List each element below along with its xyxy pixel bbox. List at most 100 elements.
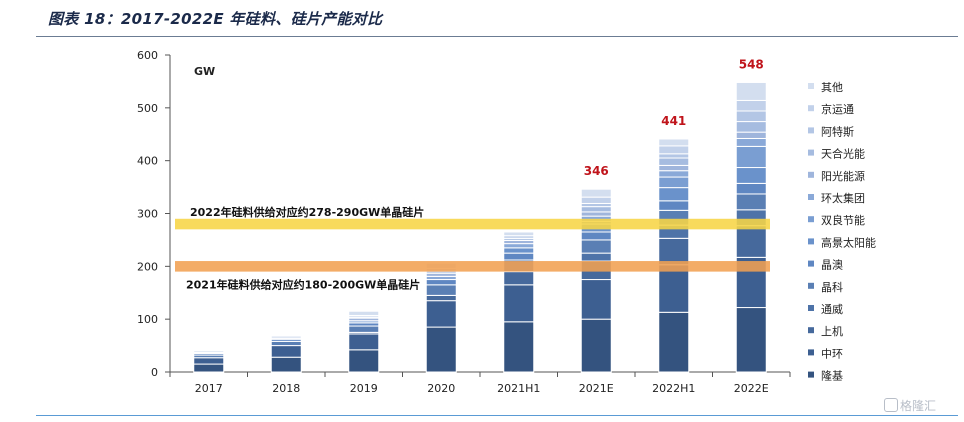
- legend-swatch: [808, 371, 814, 378]
- chart-labels: 346 441 548: [584, 57, 764, 178]
- watermark-text: 格隆汇: [900, 399, 937, 413]
- bar-segment: [735, 81, 767, 101]
- reference-band-label: 2021年硅料供给对应约180-200GW单晶硅片: [186, 278, 420, 292]
- bar-segment: [193, 357, 225, 365]
- watermark-logo-icon: [884, 398, 898, 412]
- x-tick-label: 2017: [195, 382, 223, 395]
- x-tick-label: 2022E: [734, 382, 769, 395]
- bar-segment: [348, 310, 380, 316]
- bar-segment: [580, 239, 612, 254]
- bar-segment: [503, 247, 535, 254]
- legend-label: 隆基: [821, 369, 843, 383]
- bar-segment: [735, 121, 767, 133]
- bar-segment: [270, 335, 302, 339]
- bar-segment: [503, 231, 535, 237]
- bar-segment: [658, 311, 690, 373]
- bar-segment: [348, 333, 380, 351]
- legend-swatch: [808, 282, 814, 289]
- legend-label: 双良节能: [821, 213, 865, 227]
- legend-swatch: [808, 171, 814, 178]
- bar-segment: [580, 206, 612, 213]
- legend-swatch: [808, 216, 814, 223]
- bar-segment: [735, 167, 767, 184]
- bar-segment: [580, 196, 612, 204]
- legend-label: 上机: [821, 324, 843, 338]
- figure-header: 图表 18：2017-2022E 年硅料、硅片产能对比: [36, 6, 958, 38]
- bar-segment: [658, 170, 690, 178]
- x-tick-label: 2019: [350, 382, 378, 395]
- bar-segment: [735, 99, 767, 112]
- reference-band: [175, 218, 770, 230]
- legend-label: 天合光能: [821, 147, 865, 161]
- unit-label: GW: [194, 65, 215, 78]
- bar-segment: [503, 271, 535, 286]
- legend-label: 通威: [821, 303, 843, 316]
- bar-segment: [658, 164, 690, 172]
- reference-band: [175, 261, 770, 272]
- x-tick-label: 2020: [427, 382, 455, 395]
- bar-segment: [658, 138, 690, 147]
- y-tick-label: 500: [137, 102, 158, 115]
- bar-segment: [193, 363, 225, 373]
- y-tick-label: 400: [137, 155, 158, 168]
- bar-segment: [735, 193, 767, 211]
- bar-segment: [425, 284, 457, 296]
- bar-segment: [735, 131, 767, 139]
- bar-segment: [580, 188, 612, 198]
- bar-segment: [580, 211, 612, 217]
- bar-segment: [658, 145, 690, 155]
- watermark: 格隆汇: [884, 397, 936, 414]
- bar-segment: [658, 153, 690, 159]
- bar-segment: [348, 349, 380, 373]
- x-tick-label: 2022H1: [652, 382, 695, 395]
- x-tick-label: 2021H1: [497, 382, 540, 395]
- y-tick-label: 0: [151, 366, 158, 379]
- bar-segment: [503, 321, 535, 373]
- total-data-label: 346: [584, 164, 609, 178]
- legend-swatch: [808, 238, 814, 245]
- figure-title: 图表 18：2017-2022E 年硅料、硅片产能对比: [48, 10, 383, 28]
- bar-segment: [658, 176, 690, 189]
- bar-segment: [735, 307, 767, 373]
- bar-segment: [193, 350, 225, 353]
- legend-label: 中环: [821, 347, 843, 360]
- bar-segment: [348, 325, 380, 333]
- legend-label: 晶澳: [821, 259, 843, 272]
- bar-segment: [658, 200, 690, 211]
- legend-label: 京运通: [821, 102, 854, 116]
- legend-label: 高景太阳能: [821, 235, 876, 249]
- bar-segment: [503, 252, 535, 261]
- bar-segment: [425, 326, 457, 373]
- title-divider: [36, 36, 958, 37]
- x-tick-label: 2018: [272, 382, 300, 395]
- bar-segment: [580, 252, 612, 262]
- bar-segment: [503, 243, 535, 249]
- chart-axes: 0 100 200 300 400 500 600 2017 2018 2019 2020 2021H…: [137, 49, 791, 395]
- legend-swatch: [808, 349, 814, 356]
- bar-segment: [658, 157, 690, 166]
- y-tick-label: 200: [137, 260, 158, 273]
- bar-segment: [425, 294, 457, 302]
- bar-segment: [735, 182, 767, 195]
- y-tick-label: 100: [137, 313, 158, 326]
- bar-segment: [580, 279, 612, 320]
- legend-swatch: [808, 149, 814, 156]
- bar-segment: [270, 356, 302, 373]
- legend-swatch: [808, 327, 814, 334]
- x-tick-label: 2021E: [579, 382, 614, 395]
- bar-segment: [425, 300, 457, 328]
- reference-band-label: 2022年硅料供给对应约278-290GW单晶硅片: [190, 205, 424, 219]
- bar-segment: [580, 318, 612, 373]
- bar-segment: [735, 110, 767, 123]
- y-tick-label: 300: [137, 208, 158, 221]
- legend-label: 环太集团: [821, 191, 865, 205]
- legend-swatch: [808, 105, 814, 112]
- legend-swatch: [808, 83, 814, 89]
- bar-segment: [658, 237, 690, 266]
- bar-segment: [503, 284, 535, 323]
- legend-label: 其他: [821, 81, 843, 94]
- total-data-label: 441: [661, 114, 686, 128]
- bottom-divider: [36, 415, 958, 416]
- total-data-label: 548: [739, 57, 764, 71]
